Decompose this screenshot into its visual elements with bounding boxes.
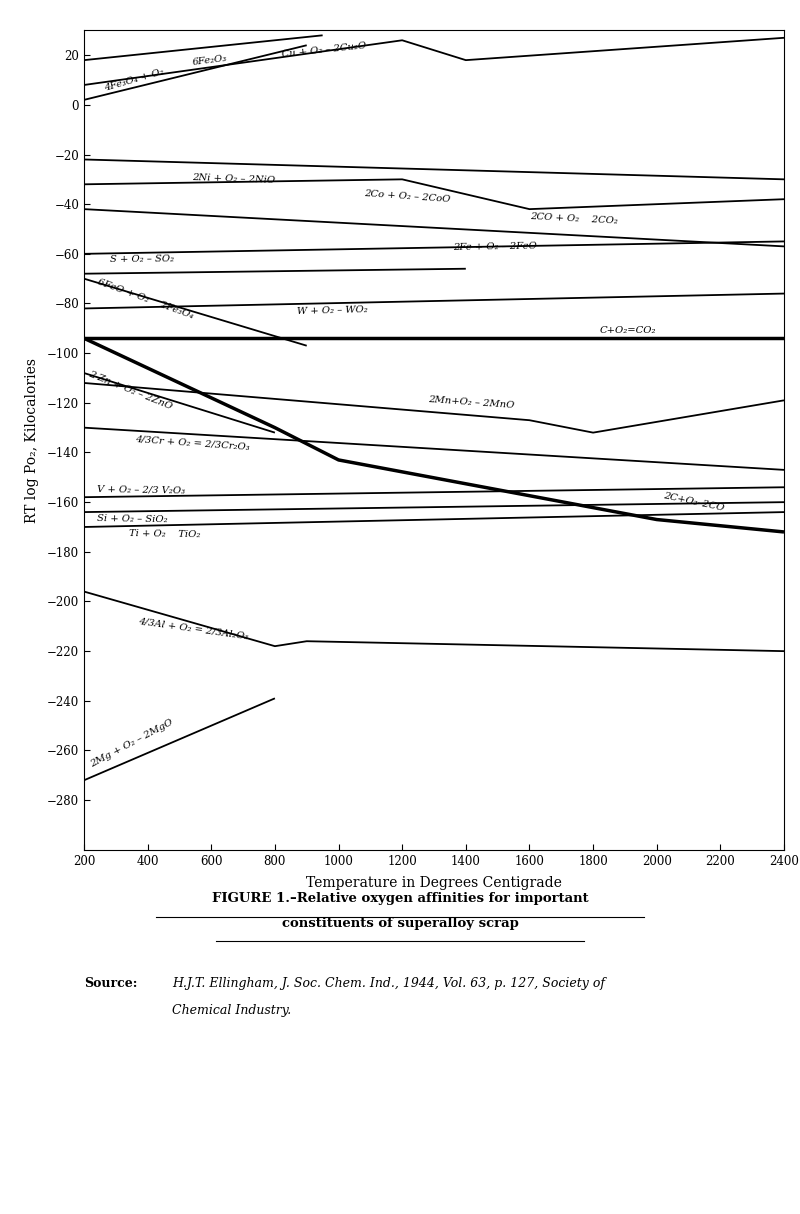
Text: C+O₂=CO₂: C+O₂=CO₂ — [599, 327, 656, 335]
Text: Source:: Source: — [84, 977, 138, 991]
Text: 2CO + O₂    2CO₂: 2CO + O₂ 2CO₂ — [530, 212, 618, 226]
Text: constituents of superalloy scrap: constituents of superalloy scrap — [282, 917, 518, 930]
Text: 2Fe + O₂ – 2FeO: 2Fe + O₂ – 2FeO — [453, 242, 537, 251]
Text: 4/3Cr + O₂ = 2/3Cr₂O₃: 4/3Cr + O₂ = 2/3Cr₂O₃ — [135, 435, 250, 452]
Text: 4Fe₃O₄ + O₂: 4Fe₃O₄ + O₂ — [103, 67, 165, 92]
Text: 2Ni + O₂ – 2NiO: 2Ni + O₂ – 2NiO — [192, 174, 275, 186]
Text: 2Mg + O₂ – 2MgO: 2Mg + O₂ – 2MgO — [89, 717, 174, 768]
Text: S + O₂ – SO₂: S + O₂ – SO₂ — [110, 254, 174, 263]
Text: 6FeO + O₂    2Fe₃O₄: 6FeO + O₂ 2Fe₃O₄ — [97, 277, 195, 320]
Text: 6Fe₂O₃: 6Fe₂O₃ — [192, 53, 228, 67]
Text: Cu + O₂ – 2Cu₂O: Cu + O₂ – 2Cu₂O — [282, 41, 366, 59]
Text: 4/3Al + O₂ = 2/3Al₂O₃: 4/3Al + O₂ = 2/3Al₂O₃ — [138, 617, 250, 641]
Text: 2 Zn + O₂ – 2ZnO: 2 Zn + O₂ – 2ZnO — [87, 369, 174, 412]
Text: Ti + O₂    TiO₂: Ti + O₂ TiO₂ — [129, 529, 200, 539]
Text: Chemical Industry.: Chemical Industry. — [172, 1004, 291, 1017]
Text: 2C+O₂–2CO: 2C+O₂–2CO — [663, 492, 726, 514]
Text: Si + O₂ – SiO₂: Si + O₂ – SiO₂ — [97, 515, 167, 524]
Text: V + O₂ – 2/3 V₂O₃: V + O₂ – 2/3 V₂O₃ — [97, 484, 185, 495]
Text: 2Co + O₂ – 2CoO: 2Co + O₂ – 2CoO — [364, 189, 450, 204]
X-axis label: Temperature in Degrees Centigrade: Temperature in Degrees Centigrade — [306, 877, 562, 890]
Text: W + O₂ – WO₂: W + O₂ – WO₂ — [297, 306, 368, 317]
Text: 2Mn+O₂ – 2MnO: 2Mn+O₂ – 2MnO — [428, 396, 514, 410]
Text: FIGURE 1.–Relative oxygen affinities for important: FIGURE 1.–Relative oxygen affinities for… — [212, 892, 588, 906]
Y-axis label: RT log Po₂, Kilocalories: RT log Po₂, Kilocalories — [25, 358, 38, 522]
Text: H.J.T. Ellingham, J. Soc. Chem. Ind., 1944, Vol. 63, p. 127, Society of: H.J.T. Ellingham, J. Soc. Chem. Ind., 19… — [172, 977, 605, 991]
